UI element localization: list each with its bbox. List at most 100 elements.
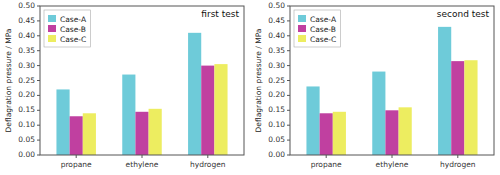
bar bbox=[201, 66, 214, 155]
legend-frame bbox=[44, 10, 90, 47]
bar bbox=[122, 75, 135, 155]
legend-swatch bbox=[298, 35, 306, 42]
y-tick bbox=[37, 110, 40, 111]
y-tick bbox=[37, 140, 40, 141]
y-tick-label: 0.00 bbox=[18, 150, 35, 159]
y-tick bbox=[287, 65, 290, 66]
x-tick-label: ethylene bbox=[376, 160, 409, 169]
y-tick bbox=[37, 6, 40, 7]
bar bbox=[438, 27, 451, 155]
y-tick-label: 0.30 bbox=[268, 61, 285, 70]
x-tick bbox=[207, 155, 208, 158]
plot-frame bbox=[40, 6, 244, 155]
y-tick bbox=[37, 50, 40, 51]
bar bbox=[399, 107, 412, 155]
y-tick bbox=[37, 155, 40, 156]
panel: 0.00 0.05 0.10 0.15 0.20 0.25 0.30 0.35 0.40 0.45… bbox=[4, 1, 244, 169]
legend-label: Case-C bbox=[60, 35, 86, 44]
y-tick bbox=[37, 125, 40, 126]
bar bbox=[214, 64, 227, 155]
y-tick-label: 0.05 bbox=[268, 135, 285, 144]
bar bbox=[451, 61, 464, 155]
y-tick-label: 0.50 bbox=[18, 1, 35, 10]
y-tick bbox=[37, 65, 40, 66]
legend-label: Case-A bbox=[310, 15, 337, 24]
y-tick bbox=[287, 35, 290, 36]
y-tick-label: 0.45 bbox=[268, 16, 285, 25]
y-tick bbox=[37, 95, 40, 96]
y-tick-label: 0.10 bbox=[268, 120, 285, 129]
y-tick bbox=[287, 95, 290, 96]
y-tick-label: 0.20 bbox=[18, 90, 35, 99]
bar bbox=[135, 112, 148, 155]
y-tick bbox=[287, 50, 290, 51]
y-tick-label: 0.30 bbox=[18, 61, 35, 70]
x-tick bbox=[326, 155, 327, 158]
bar bbox=[320, 113, 333, 155]
y-tick-label: 0.35 bbox=[268, 46, 285, 55]
y-tick-label: 0.25 bbox=[18, 76, 35, 85]
y-tick bbox=[287, 110, 290, 111]
x-tick-label: hydrogen bbox=[440, 160, 476, 169]
plot-area bbox=[40, 6, 244, 155]
y-tick-label: 0.20 bbox=[268, 90, 285, 99]
y-tick bbox=[37, 35, 40, 36]
bar bbox=[56, 89, 69, 155]
legend-swatch bbox=[298, 15, 306, 22]
x-tick bbox=[457, 155, 458, 158]
figure: 0.00 0.05 0.10 0.15 0.20 0.25 0.30 0.35 0.40 0.45… bbox=[0, 0, 500, 175]
x-tick bbox=[76, 155, 77, 158]
bars bbox=[56, 33, 227, 155]
bar bbox=[333, 112, 346, 155]
legend-label: Case-C bbox=[310, 35, 336, 44]
legend: Case-ACase-BCase-C bbox=[44, 10, 90, 47]
y-tick bbox=[37, 20, 40, 21]
y-tick-label: 0.40 bbox=[268, 31, 285, 40]
x-tick bbox=[392, 155, 393, 158]
legend-frame bbox=[294, 10, 340, 47]
y-tick bbox=[287, 155, 290, 156]
plot-area bbox=[290, 6, 494, 155]
bar bbox=[70, 116, 83, 155]
bar bbox=[385, 110, 398, 155]
y-tick-label: 0.35 bbox=[18, 46, 35, 55]
y-tick bbox=[37, 80, 40, 81]
y-axis-label: Deflagration pressure / MPa bbox=[254, 29, 263, 133]
y-tick-label: 0.40 bbox=[18, 31, 35, 40]
y-tick-label: 0.15 bbox=[18, 105, 35, 114]
y-tick bbox=[287, 6, 290, 7]
y-tick-label: 0.25 bbox=[268, 76, 285, 85]
legend-label: Case-B bbox=[60, 25, 86, 34]
bar bbox=[372, 72, 385, 155]
chart-title: first test bbox=[201, 9, 239, 19]
bar bbox=[464, 60, 477, 155]
plot-frame bbox=[290, 6, 494, 155]
bar bbox=[188, 33, 201, 155]
x-tick-label: propane bbox=[61, 160, 92, 169]
panel: 0.00 0.05 0.10 0.15 0.20 0.25 0.30 0.35 0.40 0.45… bbox=[254, 1, 494, 169]
bar bbox=[83, 113, 96, 155]
chart-title: second test bbox=[437, 9, 490, 19]
legend: Case-ACase-BCase-C bbox=[294, 10, 340, 47]
x-tick-label: propane bbox=[311, 160, 342, 169]
legend-swatch bbox=[48, 35, 56, 42]
x-tick-label: hydrogen bbox=[190, 160, 226, 169]
legend-swatch bbox=[48, 15, 56, 22]
legend-swatch bbox=[48, 25, 56, 32]
y-tick bbox=[287, 20, 290, 21]
y-tick-label: 0.00 bbox=[268, 150, 285, 159]
y-tick bbox=[287, 80, 290, 81]
y-tick-label: 0.15 bbox=[268, 105, 285, 114]
y-tick bbox=[287, 125, 290, 126]
bar bbox=[149, 109, 162, 155]
legend-label: Case-A bbox=[60, 15, 87, 24]
y-tick-label: 0.45 bbox=[18, 16, 35, 25]
bar bbox=[306, 86, 319, 155]
x-tick bbox=[142, 155, 143, 158]
y-tick bbox=[287, 140, 290, 141]
legend-swatch bbox=[298, 25, 306, 32]
legend-label: Case-B bbox=[310, 25, 336, 34]
y-tick-label: 0.10 bbox=[18, 120, 35, 129]
y-axis-label: Deflagration pressure / MPa bbox=[4, 29, 13, 133]
y-tick-label: 0.05 bbox=[18, 135, 35, 144]
